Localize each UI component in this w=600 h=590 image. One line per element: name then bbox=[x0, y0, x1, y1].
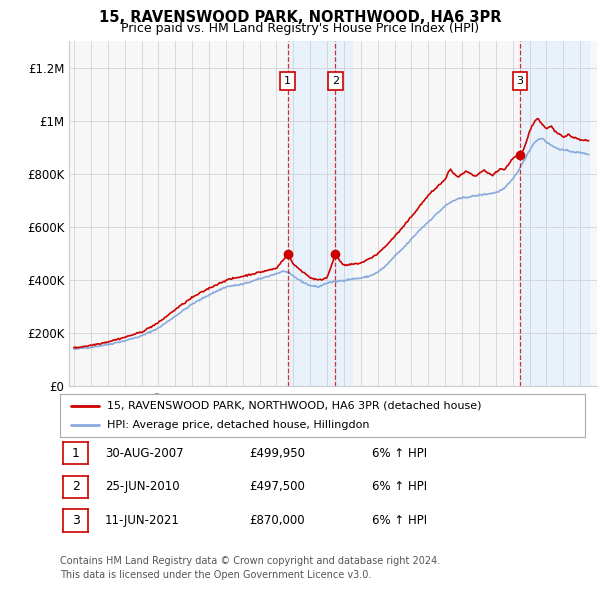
Text: 2: 2 bbox=[332, 76, 339, 86]
Text: 30-AUG-2007: 30-AUG-2007 bbox=[105, 447, 184, 460]
Text: 15, RAVENSWOOD PARK, NORTHWOOD, HA6 3PR: 15, RAVENSWOOD PARK, NORTHWOOD, HA6 3PR bbox=[99, 10, 501, 25]
Bar bbox=[288, 41, 335, 386]
Text: £870,000: £870,000 bbox=[249, 514, 305, 527]
Text: HPI: Average price, detached house, Hillingdon: HPI: Average price, detached house, Hill… bbox=[107, 420, 370, 430]
Text: Contains HM Land Registry data © Crown copyright and database right 2024.
This d: Contains HM Land Registry data © Crown c… bbox=[60, 556, 440, 580]
Text: 15, RAVENSWOOD PARK, NORTHWOOD, HA6 3PR (detached house): 15, RAVENSWOOD PARK, NORTHWOOD, HA6 3PR … bbox=[107, 401, 482, 411]
Text: 11-JUN-2021: 11-JUN-2021 bbox=[105, 514, 180, 527]
Text: 2: 2 bbox=[71, 480, 80, 493]
Text: 3: 3 bbox=[71, 514, 80, 527]
Text: 1: 1 bbox=[284, 76, 291, 86]
Text: 6% ↑ HPI: 6% ↑ HPI bbox=[372, 514, 427, 527]
Text: Price paid vs. HM Land Registry's House Price Index (HPI): Price paid vs. HM Land Registry's House … bbox=[121, 22, 479, 35]
Bar bbox=[335, 41, 352, 386]
Text: 1: 1 bbox=[71, 447, 80, 460]
Text: £499,950: £499,950 bbox=[249, 447, 305, 460]
Bar bbox=[520, 41, 589, 386]
Text: 6% ↑ HPI: 6% ↑ HPI bbox=[372, 480, 427, 493]
Text: £497,500: £497,500 bbox=[249, 480, 305, 493]
Text: 3: 3 bbox=[517, 76, 524, 86]
Text: 25-JUN-2010: 25-JUN-2010 bbox=[105, 480, 179, 493]
Text: 6% ↑ HPI: 6% ↑ HPI bbox=[372, 447, 427, 460]
